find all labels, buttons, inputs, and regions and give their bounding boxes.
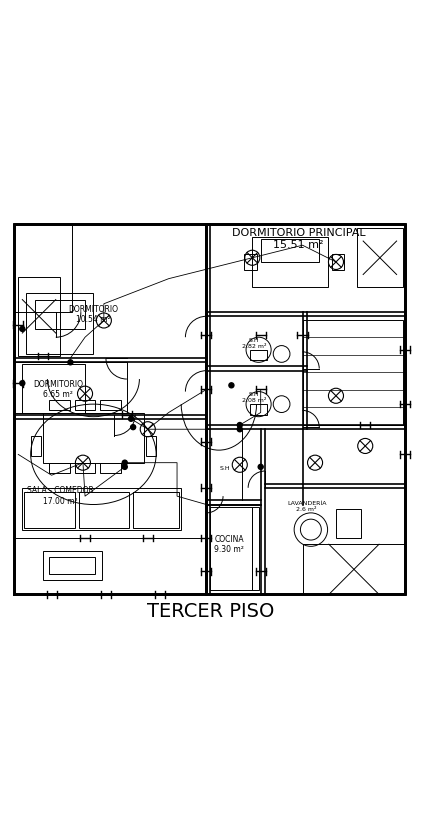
Bar [43, 412, 144, 463]
Text: TERCER PISO: TERCER PISO [147, 601, 274, 620]
Bar [24, 492, 75, 527]
Bar [22, 365, 85, 412]
Text: LAVANDERÍA
2.6 m²: LAVANDERÍA 2.6 m² [287, 502, 326, 512]
Bar [332, 253, 344, 271]
Text: DORMITORIO PRINCIPAL
15.51 m²: DORMITORIO PRINCIPAL 15.51 m² [232, 229, 365, 250]
Bar [146, 436, 156, 456]
Bar [50, 557, 96, 573]
Bar [75, 400, 96, 410]
Bar [252, 507, 258, 590]
Circle shape [229, 383, 234, 388]
Text: COCINA
9.30 m²: COCINA 9.30 m² [214, 535, 244, 554]
Text: DORMITORIO
10.54 m²: DORMITORIO 10.54 m² [68, 304, 118, 324]
Bar [210, 507, 252, 590]
Bar [14, 362, 127, 412]
Bar [261, 239, 319, 262]
Circle shape [237, 427, 242, 431]
Bar [250, 404, 267, 415]
Bar [31, 436, 41, 456]
Bar [75, 463, 96, 474]
Text: S.H: S.H [220, 466, 230, 471]
Bar [22, 488, 181, 530]
Bar [14, 224, 72, 312]
Bar [35, 299, 85, 329]
Circle shape [20, 327, 25, 332]
Bar [100, 400, 120, 410]
Bar [79, 492, 129, 527]
Bar [50, 400, 70, 410]
Circle shape [131, 425, 136, 430]
Bar [244, 253, 256, 271]
Bar [336, 509, 361, 538]
Bar [250, 350, 267, 361]
Circle shape [122, 460, 127, 465]
Circle shape [122, 464, 127, 469]
Circle shape [128, 417, 133, 422]
Circle shape [68, 360, 73, 365]
Bar [50, 463, 70, 474]
Bar [27, 294, 93, 354]
Bar [14, 224, 206, 595]
Bar [252, 237, 328, 287]
Bar [206, 224, 405, 595]
Bar [43, 550, 102, 580]
Bar [100, 463, 120, 474]
Bar [357, 229, 403, 287]
Circle shape [237, 422, 242, 427]
Bar [303, 320, 403, 425]
Text: DORMITORIO
6.65 m²: DORMITORIO 6.65 m² [33, 380, 83, 399]
Bar [18, 276, 60, 356]
Circle shape [258, 464, 263, 469]
Text: S.H
2.08 m²: S.H 2.08 m² [242, 393, 266, 403]
Text: S.H
2.82 m²: S.H 2.82 m² [242, 338, 266, 349]
Circle shape [20, 380, 25, 386]
Bar [303, 544, 405, 595]
Bar [133, 492, 179, 527]
Text: SALA - COMEDOR
17.00 m²: SALA - COMEDOR 17.00 m² [27, 487, 93, 506]
